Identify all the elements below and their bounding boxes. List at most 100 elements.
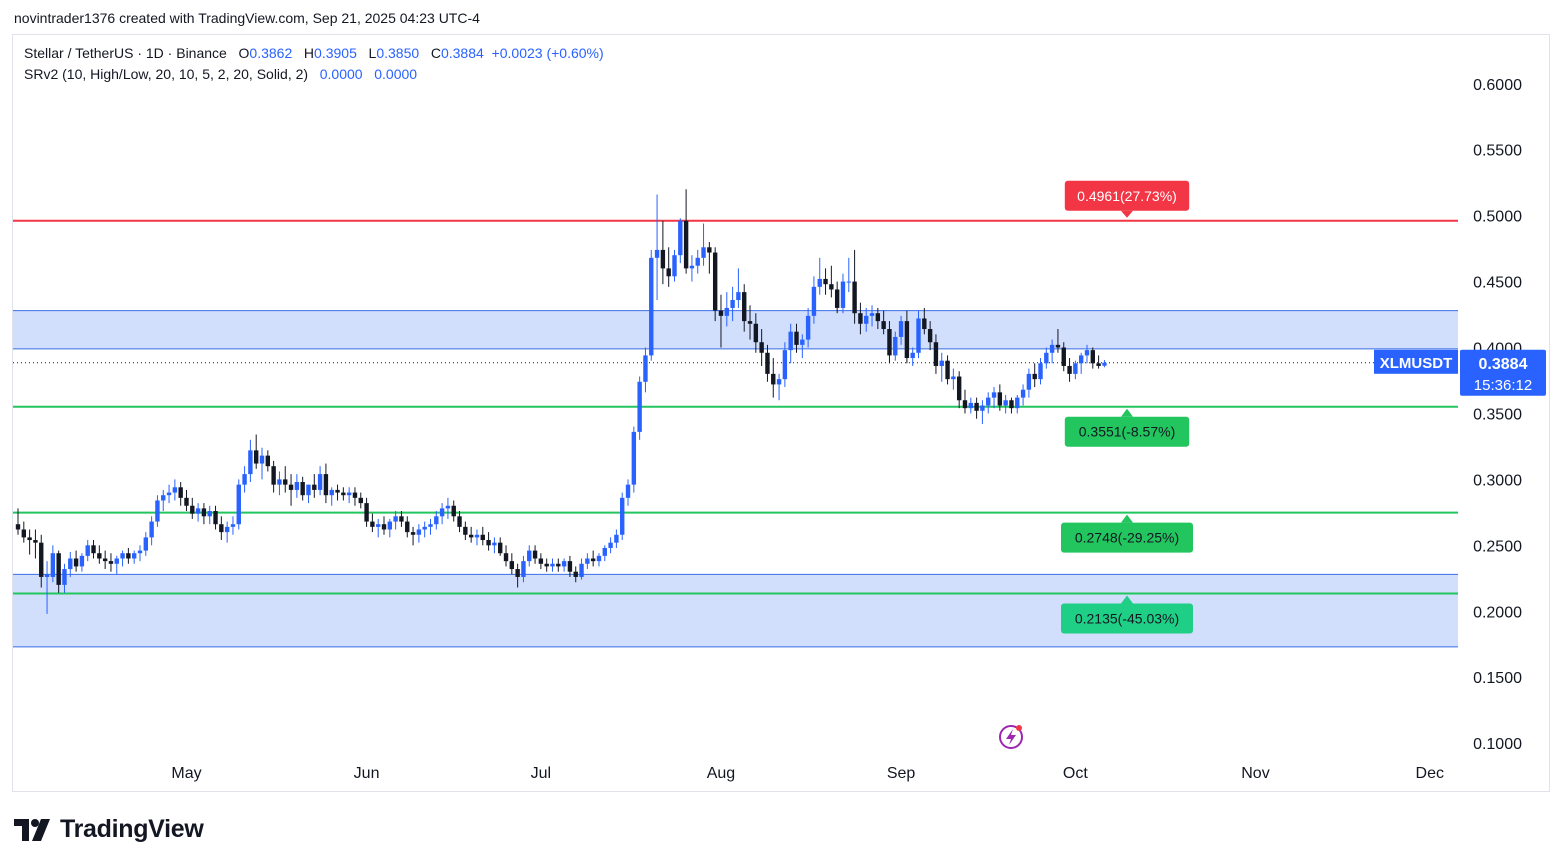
- candle-body: [1078, 355, 1084, 364]
- candle-body: [387, 521, 393, 530]
- candle: [672, 249, 677, 282]
- candle-body: [579, 563, 584, 577]
- candle: [631, 426, 637, 493]
- candle: [776, 373, 782, 401]
- candle-body: [631, 431, 637, 485]
- candle: [625, 479, 631, 506]
- candle: [201, 503, 207, 525]
- candle: [695, 249, 700, 274]
- candle: [335, 484, 340, 501]
- candle-body: [224, 526, 230, 533]
- symbol-name[interactable]: Stellar / TetherUS · 1D · Binance: [24, 45, 227, 61]
- candle: [381, 516, 387, 535]
- candle: [283, 466, 288, 493]
- candle: [172, 479, 178, 501]
- candle: [428, 518, 433, 535]
- candle: [126, 547, 131, 564]
- candle: [224, 521, 230, 543]
- level-label-1: 0.4961(27.73%): [1064, 180, 1190, 218]
- candle-body: [707, 247, 712, 253]
- candle-body: [405, 521, 410, 533]
- candle-body: [869, 313, 875, 316]
- candle-body: [811, 286, 817, 316]
- candle-body: [1032, 373, 1037, 380]
- candle-body: [1096, 363, 1101, 366]
- candle-body: [730, 300, 735, 308]
- candle-body: [1102, 362, 1107, 366]
- candle: [317, 466, 323, 496]
- candle-body: [422, 526, 427, 530]
- candle: [44, 561, 50, 614]
- candle-body: [143, 537, 149, 551]
- month-tick-label: Nov: [1241, 765, 1269, 782]
- month-tick-label: Dec: [1416, 765, 1444, 782]
- candle: [1049, 339, 1055, 364]
- candle-body: [265, 455, 271, 467]
- level-label-pointer: [1121, 408, 1133, 417]
- month-tick-label: Aug: [707, 765, 735, 782]
- candle: [265, 450, 271, 472]
- level-label-4: 0.2135(-45.03%): [1061, 595, 1193, 634]
- candle-body: [242, 474, 247, 485]
- price-tick-label: 0.1000: [1473, 736, 1522, 753]
- candle: [747, 305, 753, 340]
- candle: [927, 321, 933, 351]
- candle-body: [538, 558, 544, 564]
- candle-body: [439, 508, 445, 517]
- candle: [910, 347, 915, 366]
- candle: [486, 532, 491, 551]
- tradingview-logo-icon: [14, 818, 50, 841]
- candle-body: [195, 508, 201, 514]
- candle: [271, 460, 276, 493]
- candle-body: [370, 521, 375, 527]
- alert-icon[interactable]: [999, 725, 1023, 749]
- candle: [515, 563, 520, 588]
- price-tick-label: 0.1500: [1473, 670, 1522, 687]
- candle: [370, 513, 375, 533]
- candle-body: [980, 405, 985, 411]
- candle-body: [765, 352, 770, 374]
- candle: [213, 505, 218, 530]
- symbol-legend: Stellar / TetherUS · 1D · Binance O0.386…: [24, 45, 604, 61]
- candle: [73, 550, 79, 572]
- candle: [114, 555, 119, 575]
- candle: [1078, 352, 1084, 374]
- candle: [753, 313, 759, 353]
- month-tick-label: Sep: [887, 765, 916, 782]
- candle-body: [800, 339, 805, 345]
- candle: [683, 189, 689, 274]
- candle: [178, 482, 183, 506]
- candle-body: [968, 402, 973, 409]
- candle-body: [753, 323, 759, 343]
- high-value: 0.3905: [314, 45, 357, 61]
- candle-body: [573, 571, 578, 577]
- candle-body: [503, 553, 509, 562]
- candle-body: [184, 497, 189, 506]
- candle: [364, 497, 369, 527]
- candle-body: [399, 516, 404, 522]
- tradingview-logo[interactable]: TradingView: [14, 815, 204, 844]
- candle: [974, 397, 979, 419]
- candle-body: [73, 558, 79, 567]
- candle: [56, 550, 61, 593]
- candle-body: [759, 342, 764, 353]
- level-label-box: [1064, 180, 1190, 211]
- candle: [997, 384, 1003, 411]
- candle-body: [532, 550, 538, 559]
- candle: [79, 553, 85, 572]
- price-tag-value: 0.3884: [1479, 356, 1528, 373]
- candle-body: [771, 373, 776, 385]
- candle: [253, 434, 259, 469]
- candle-body: [126, 553, 131, 559]
- indicator-name[interactable]: SRv2 (10, High/Low, 20, 10, 5, 2, 20, So…: [24, 66, 309, 82]
- chart-attribution: novintrader1376 created with TradingView…: [14, 10, 480, 26]
- candle: [27, 529, 32, 555]
- candle: [544, 558, 549, 572]
- level-label-pointer: [1121, 514, 1133, 523]
- candle-body: [590, 558, 596, 562]
- candle: [108, 553, 114, 572]
- candle: [782, 342, 788, 388]
- candle-body: [21, 529, 27, 538]
- level-label-box: [1061, 522, 1193, 553]
